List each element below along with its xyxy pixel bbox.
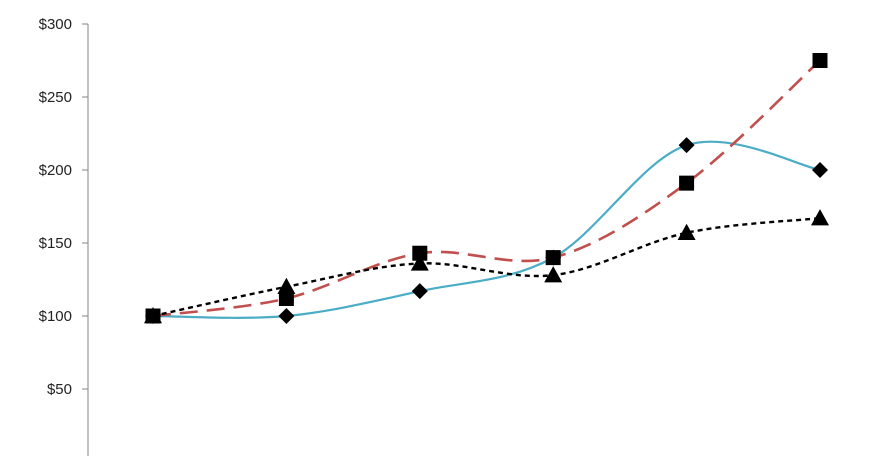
y-tick-label: $0 [55, 454, 72, 456]
axes: $0 $50 $100 $150 $200 $250 $300 [39, 16, 89, 456]
series-2-point [412, 245, 428, 261]
series-3-point [144, 307, 162, 324]
series-1-point [411, 283, 428, 300]
series-1-point [278, 308, 295, 324]
series-3-point [811, 209, 829, 226]
y-tick-label: $100 [39, 308, 72, 325]
series-2-point [545, 250, 561, 266]
series-3-point [410, 254, 429, 271]
series-lines [152, 59, 821, 319]
series-markers [144, 53, 829, 324]
series-3-point [277, 277, 296, 294]
series-1-line [152, 140, 821, 319]
series-2-line [152, 59, 821, 318]
series-3-point [677, 223, 696, 240]
series-1-point [678, 137, 695, 154]
y-tick-label: $50 [47, 381, 72, 398]
series-2-point [679, 175, 695, 191]
y-tick-label: $300 [39, 16, 72, 33]
series-1-point [812, 162, 828, 178]
y-tick-label: $250 [39, 89, 72, 106]
y-tick-label: $200 [39, 162, 72, 179]
series-2-point [812, 53, 828, 68]
y-tick-label: $150 [39, 235, 72, 252]
series-3-point [544, 266, 563, 283]
series-2-point [278, 290, 294, 306]
series-3-line [152, 216, 821, 318]
